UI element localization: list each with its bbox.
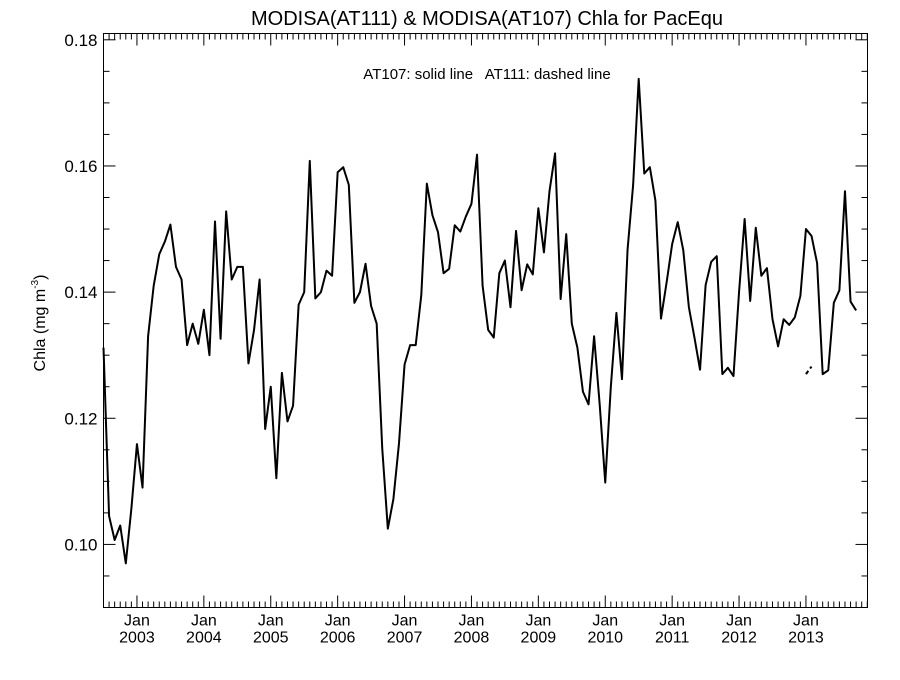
chart-annotation: AT107: solid line AT111: dashed line [363,66,610,83]
x-tick-label-month: Jan [592,613,618,630]
x-tick-label-year: 2003 [119,630,155,647]
y-tick-label: 0.10 [64,535,97,554]
y-axis-label-sup: -3 [30,279,41,288]
x-tick-label-month: Jan [191,613,217,630]
series-line-dashed [805,365,813,375]
y-tick-label: 0.16 [64,157,97,176]
series-line-solid [102,77,857,565]
x-tick-label-year: 2009 [521,630,557,647]
x-tick-label-month: Jan [659,613,685,630]
x-tick-label-month: Jan [525,613,551,630]
x-tick-label-month: Jan [325,613,351,630]
chart-title: MODISA(AT111) & MODISA(AT107) Chla for P… [251,8,723,30]
x-tick-label-year: 2006 [320,630,356,647]
x-tick-label-year: 2010 [587,630,623,647]
x-tick-label-month: Jan [726,613,752,630]
y-axis-label-close: ) [32,275,49,280]
x-tick-label-month: Jan [793,613,819,630]
x-tick-label-year: 2008 [454,630,490,647]
x-tick-label-year: 2007 [387,630,423,647]
x-tick-label-month: Jan [124,613,150,630]
y-axis-label: Chla (mg m-3) [30,275,49,372]
plot-frame [103,33,868,608]
x-tick-label-year: 2011 [655,630,690,647]
y-tick-label: 0.14 [64,283,97,302]
x-tick-label-year: 2013 [788,630,824,647]
x-tick-label-year: 2012 [721,630,757,647]
x-tick-label-year: 2005 [253,630,289,647]
y-tick-label: 0.12 [64,409,97,428]
x-tick-label-month: Jan [392,613,418,630]
x-tick-label-year: 2004 [186,630,222,647]
y-tick-label: 0.18 [64,31,97,50]
x-tick-label-month: Jan [459,613,485,630]
y-axis-label-main: Chla (mg m [32,289,49,372]
x-tick-label-month: Jan [258,613,284,630]
